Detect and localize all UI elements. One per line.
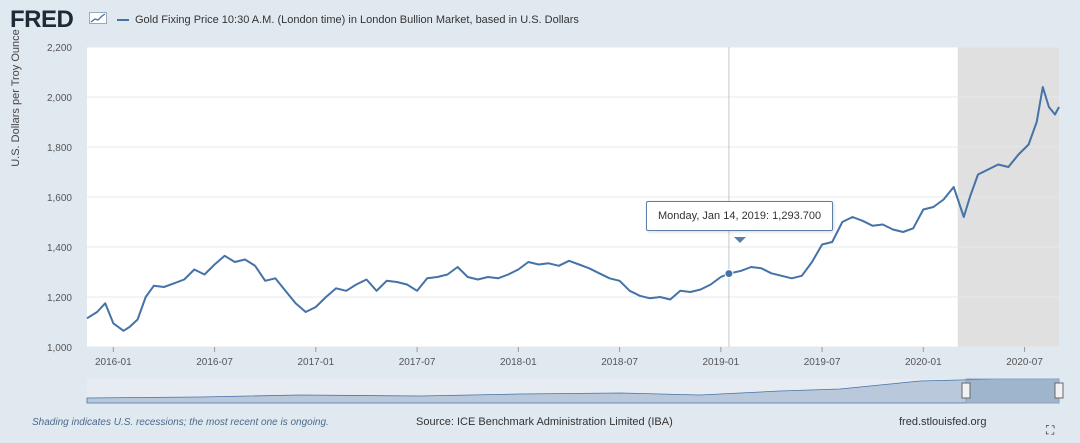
gridlines — [87, 46, 1059, 348]
x-tick-label: 2020-07 — [1006, 357, 1043, 368]
y-tick-label: 2,200 — [47, 43, 72, 54]
series-line[interactable] — [86, 86, 1060, 332]
navigator-handle-right[interactable] — [1054, 382, 1064, 399]
y-tick-label: 1,600 — [47, 193, 72, 204]
y-axis-label: U.S. Dollars per Troy Ounce — [10, 29, 22, 167]
fred-logo[interactable]: FRED — [10, 6, 74, 33]
y-tick-labels: 1,000 1,200 1,400 1,600 1,800 2,000 2,200 — [47, 43, 72, 354]
site-link[interactable]: fred.stlouisfed.org — [899, 416, 987, 428]
x-tick-label: 2017-01 — [297, 357, 334, 368]
y-tick-label: 1,400 — [47, 243, 72, 254]
x-tick-label: 2020-01 — [905, 357, 942, 368]
x-tick-label: 2019-01 — [702, 357, 739, 368]
y-tick-label: 1,800 — [47, 143, 72, 154]
navigator[interactable] — [86, 378, 1064, 404]
tooltip-pointer — [734, 237, 746, 243]
x-tick-label: 2016-07 — [196, 357, 233, 368]
line-chart-icon — [89, 12, 107, 24]
tooltip-date: Monday, Jan 14, 2019: — [658, 210, 770, 222]
x-tick-label: 2019-07 — [804, 357, 841, 368]
series-legend: Gold Fixing Price 10:30 A.M. (London tim… — [117, 14, 579, 26]
navigator-handle-left[interactable] — [961, 382, 971, 399]
x-tick-label: 2017-07 — [399, 357, 436, 368]
y-tick-label: 2,000 — [47, 93, 72, 104]
x-tick-label: 2018-07 — [601, 357, 638, 368]
legend-label: Gold Fixing Price 10:30 A.M. (London tim… — [135, 14, 579, 26]
x-tick-label: 2016-01 — [95, 357, 132, 368]
navigator-selection[interactable] — [965, 378, 1060, 404]
recession-note: Shading indicates U.S. recessions; the m… — [32, 417, 329, 428]
legend-swatch — [117, 19, 129, 22]
x-tick-label: 2018-01 — [500, 357, 537, 368]
fullscreen-icon[interactable]: ⛶ — [1046, 423, 1055, 437]
source-credit: Source: ICE Benchmark Administration Lim… — [416, 416, 673, 428]
y-tick-label: 1,200 — [47, 293, 72, 304]
hover-tooltip: Monday, Jan 14, 2019: 1,293.700 — [646, 201, 834, 231]
tooltip-value: 1,293.700 — [772, 210, 822, 222]
x-tick-labels: 2016-01 2016-07 2017-01 2017-07 2018-01 2018-… — [95, 347, 1043, 368]
hover-point — [724, 269, 734, 279]
y-tick-label: 1,000 — [47, 343, 72, 354]
